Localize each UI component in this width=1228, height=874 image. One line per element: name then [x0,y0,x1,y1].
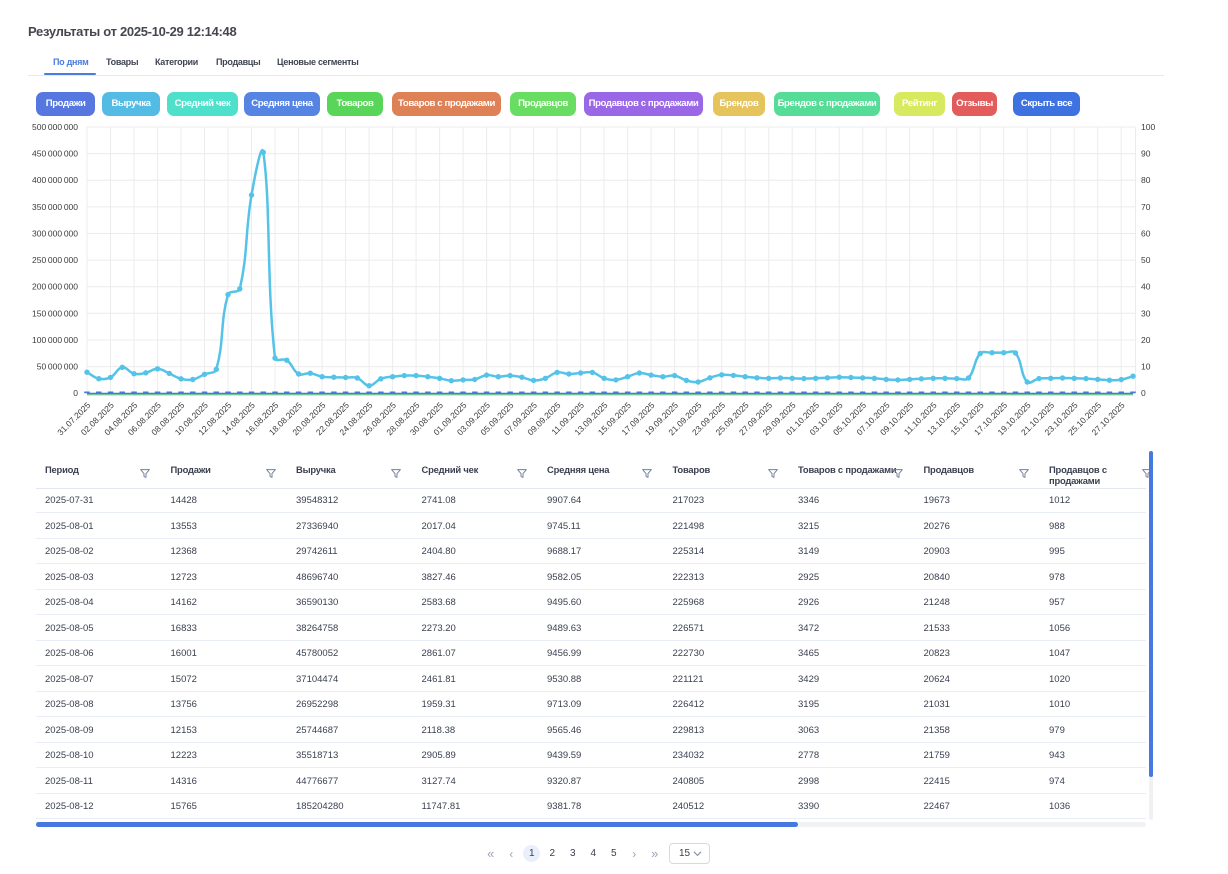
svg-text:100 000 000: 100 000 000 [32,335,78,345]
svg-text:0: 0 [73,388,78,398]
svg-text:60: 60 [1141,229,1151,239]
svg-text:70: 70 [1141,202,1151,212]
svg-text:450 000 000: 450 000 000 [32,149,78,159]
svg-text:10: 10 [1141,362,1151,372]
svg-text:50 000 000: 50 000 000 [37,362,78,372]
svg-text:50: 50 [1141,255,1151,265]
svg-text:400 000 000: 400 000 000 [32,175,78,185]
svg-text:90: 90 [1141,149,1151,159]
svg-text:0: 0 [1141,388,1146,398]
svg-text:40: 40 [1141,282,1151,292]
svg-text:350 000 000: 350 000 000 [32,202,78,212]
svg-text:80: 80 [1141,175,1151,185]
svg-text:150 000 000: 150 000 000 [32,308,78,318]
svg-text:500 000 000: 500 000 000 [32,122,78,132]
svg-text:30: 30 [1141,308,1151,318]
svg-text:100: 100 [1141,122,1155,132]
svg-text:300 000 000: 300 000 000 [32,229,78,239]
svg-text:250 000 000: 250 000 000 [32,255,78,265]
svg-text:20: 20 [1141,335,1151,345]
svg-text:200 000 000: 200 000 000 [32,282,78,292]
